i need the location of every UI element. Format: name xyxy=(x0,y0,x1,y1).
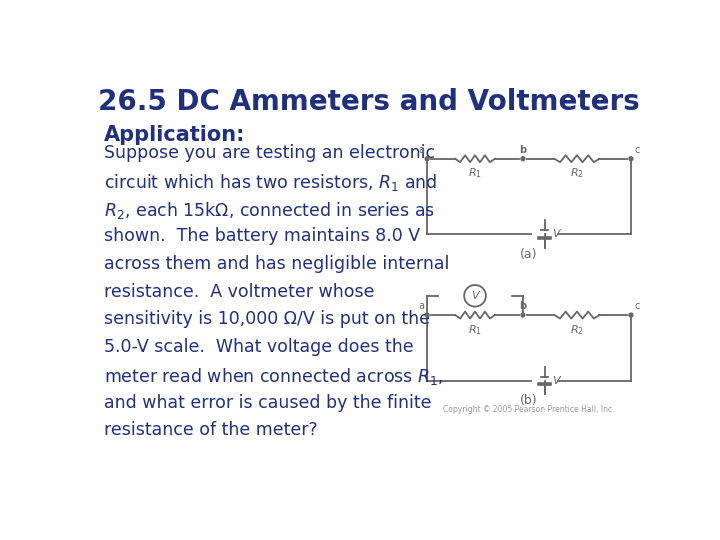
Text: b: b xyxy=(519,301,526,311)
Circle shape xyxy=(426,313,429,317)
Text: circuit which has two resistors, $R_1$ and: circuit which has two resistors, $R_1$ a… xyxy=(104,172,437,193)
Text: across them and has negligible internal: across them and has negligible internal xyxy=(104,255,449,273)
Text: $R_2$, each 15kΩ, connected in series as: $R_2$, each 15kΩ, connected in series as xyxy=(104,200,435,220)
Text: c: c xyxy=(634,145,639,155)
Text: a: a xyxy=(418,301,424,311)
Text: sensitivity is 10,000 Ω/V is put on the: sensitivity is 10,000 Ω/V is put on the xyxy=(104,310,430,328)
Text: V: V xyxy=(552,229,560,239)
Text: Application:: Application: xyxy=(104,125,246,145)
Circle shape xyxy=(521,157,525,161)
Text: Copyright © 2005 Pearson Prentice Hall, Inc.: Copyright © 2005 Pearson Prentice Hall, … xyxy=(444,405,615,414)
Text: $R_1$: $R_1$ xyxy=(468,166,482,180)
Text: $R_1$: $R_1$ xyxy=(468,323,482,336)
Text: V: V xyxy=(552,375,560,386)
Text: b: b xyxy=(519,145,526,155)
Text: $R_2$: $R_2$ xyxy=(570,166,584,180)
Text: V: V xyxy=(471,291,479,301)
Text: Suppose you are testing an electronic: Suppose you are testing an electronic xyxy=(104,144,435,162)
Text: a: a xyxy=(418,145,424,155)
Circle shape xyxy=(629,313,633,317)
Text: shown.  The battery maintains 8.0 V: shown. The battery maintains 8.0 V xyxy=(104,227,420,245)
Text: (a): (a) xyxy=(521,248,538,261)
Text: and what error is caused by the finite: and what error is caused by the finite xyxy=(104,394,431,411)
Circle shape xyxy=(629,157,633,161)
Circle shape xyxy=(521,313,525,317)
Text: c: c xyxy=(634,301,639,311)
Text: $R_2$: $R_2$ xyxy=(570,323,584,336)
Text: resistance.  A voltmeter whose: resistance. A voltmeter whose xyxy=(104,283,374,301)
Text: meter read when connected across $R_1$,: meter read when connected across $R_1$, xyxy=(104,366,444,387)
Text: resistance of the meter?: resistance of the meter? xyxy=(104,421,318,440)
Text: 5.0-V scale.  What voltage does the: 5.0-V scale. What voltage does the xyxy=(104,338,413,356)
Text: (b): (b) xyxy=(521,394,538,407)
Text: 26.5 DC Ammeters and Voltmeters: 26.5 DC Ammeters and Voltmeters xyxy=(98,88,640,116)
Circle shape xyxy=(426,157,429,161)
